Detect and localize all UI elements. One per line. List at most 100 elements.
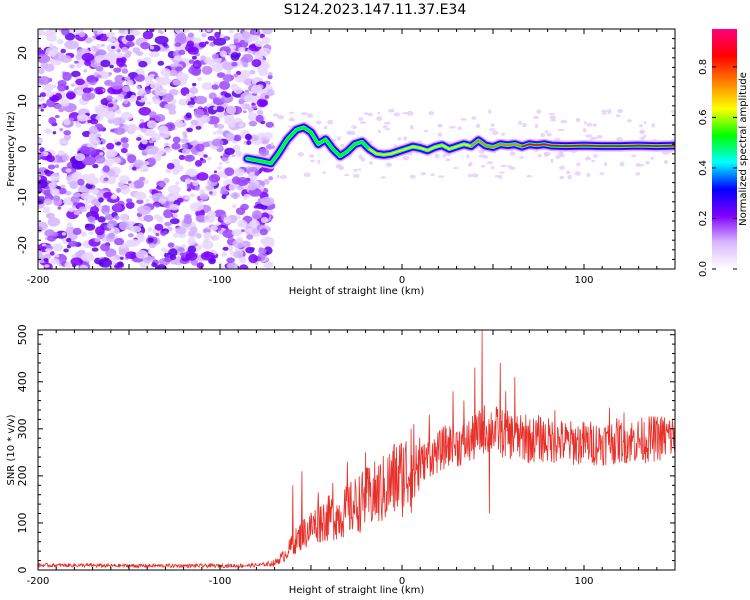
- noise-speck: [251, 59, 262, 68]
- noise-speck: [662, 150, 670, 155]
- noise-speck: [582, 127, 587, 133]
- noise-speck: [93, 30, 98, 34]
- noise-speck: [61, 29, 70, 36]
- noise-speck: [258, 67, 269, 77]
- noise-speck: [40, 108, 44, 112]
- noise-speck: [635, 172, 641, 176]
- noise-speck: [126, 50, 132, 55]
- signal-core-segment: [448, 145, 458, 150]
- noise-speck: [91, 188, 100, 195]
- noise-speck: [586, 156, 590, 160]
- noise-speck: [162, 230, 168, 235]
- noise-speck: [195, 143, 205, 152]
- noise-speck: [113, 237, 125, 246]
- noise-speck: [74, 153, 86, 162]
- noise-speck: [116, 93, 125, 101]
- noise-speck: [519, 156, 524, 159]
- noise-speck: [242, 110, 247, 114]
- noise-speck: [236, 185, 244, 191]
- snr-panel: -200 -100 0 100 0 100 200 300 400 500 Height of st…: [6, 324, 676, 596]
- noise-speck: [99, 152, 104, 156]
- noise-speck: [76, 114, 89, 122]
- noise-speck: [68, 240, 78, 247]
- noise-speck: [409, 174, 416, 179]
- noise-speck: [201, 82, 213, 91]
- signal-core-segment: [550, 144, 567, 147]
- noise-speck: [127, 180, 132, 184]
- noise-speck: [276, 174, 280, 179]
- noise-speck: [643, 135, 648, 138]
- noise-speck: [641, 136, 646, 140]
- noise-speck: [171, 142, 181, 150]
- noise-speck: [101, 147, 106, 151]
- noise-speck: [226, 262, 239, 269]
- noise-speck: [136, 232, 145, 239]
- noise-speck: [106, 142, 115, 150]
- noise-speck: [239, 104, 246, 109]
- noise-speck: [212, 131, 217, 135]
- noise-speck: [559, 165, 565, 170]
- noise-speck: [585, 134, 593, 138]
- noise-speck: [491, 130, 499, 135]
- noise-speck: [185, 168, 198, 178]
- noise-speck: [533, 115, 539, 120]
- noise-speck: [258, 47, 271, 57]
- noise-speck: [602, 112, 607, 115]
- noise-speck: [105, 233, 116, 242]
- noise-speck: [460, 118, 467, 121]
- noise-speck: [233, 86, 243, 95]
- noise-speck: [65, 168, 72, 173]
- noise-speck: [224, 92, 232, 98]
- noise-speck: [151, 262, 157, 268]
- noise-speck: [148, 139, 154, 144]
- noise-speck: [173, 213, 178, 218]
- signal-core-segment: [375, 153, 385, 156]
- noise-speck: [231, 204, 237, 209]
- noise-speck: [232, 251, 244, 259]
- noise-speck: [478, 154, 486, 158]
- noise-speck: [216, 124, 225, 129]
- noise-speck: [223, 216, 232, 224]
- noise-speck: [38, 179, 48, 189]
- noise-speck: [38, 68, 45, 75]
- noise-speck: [66, 92, 76, 100]
- noise-speck: [193, 63, 199, 67]
- noise-speck: [198, 41, 207, 48]
- noise-speck: [70, 257, 83, 266]
- noise-speck: [63, 248, 69, 253]
- noise-speck: [268, 176, 274, 181]
- noise-speck: [174, 119, 184, 128]
- noise-speck: [133, 179, 145, 189]
- noise-speck: [54, 164, 60, 169]
- noise-speck: [637, 164, 645, 167]
- x-tick-label: 100: [574, 576, 593, 587]
- noise-speck: [428, 111, 435, 116]
- noise-speck: [66, 237, 72, 243]
- noise-speck: [154, 202, 160, 208]
- noise-speck: [80, 252, 95, 262]
- noise-speck: [121, 111, 133, 121]
- noise-speck: [196, 172, 209, 181]
- noise-speck: [467, 173, 473, 178]
- noise-speck: [240, 229, 245, 233]
- noise-speck: [143, 214, 154, 222]
- noise-speck: [71, 171, 83, 182]
- noise-speck: [210, 225, 218, 231]
- noise-speck: [190, 124, 195, 129]
- noise-speck: [227, 71, 232, 75]
- signal-core-segment: [543, 143, 553, 147]
- noise-speck: [169, 70, 178, 77]
- noise-speck: [75, 123, 82, 128]
- noise-speck: [218, 115, 223, 119]
- noise-speck: [140, 127, 147, 133]
- noise-speck: [52, 131, 57, 135]
- noise-speck: [567, 174, 572, 180]
- noise-speck: [157, 29, 162, 34]
- noise-speck: [157, 60, 165, 66]
- noise-speck: [48, 182, 56, 189]
- noise-speck: [203, 238, 210, 244]
- signal-core-segment: [426, 146, 436, 152]
- noise-speck: [111, 81, 123, 90]
- noise-speck: [38, 250, 43, 256]
- noise-speck: [92, 163, 99, 169]
